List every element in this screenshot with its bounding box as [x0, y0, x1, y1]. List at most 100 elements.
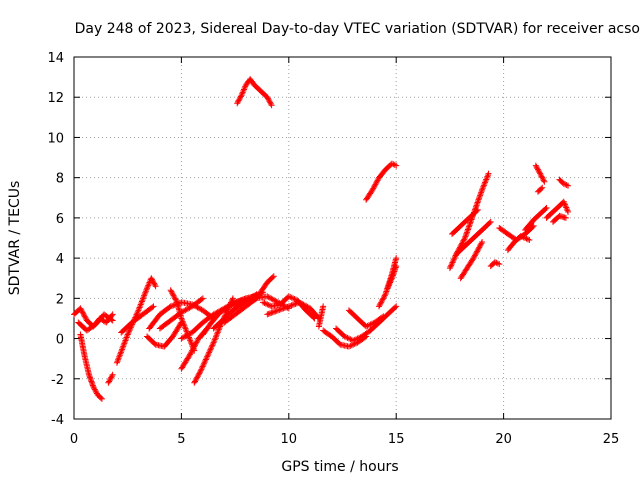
data-point: [149, 276, 156, 283]
data-point: [268, 102, 275, 109]
data-point: [105, 379, 112, 386]
data-point: [197, 369, 204, 376]
data-point: [237, 94, 244, 101]
data-point: [539, 174, 546, 181]
data-point: [477, 192, 484, 199]
data-point: [139, 297, 146, 304]
data-point: [388, 160, 395, 167]
y-tick-label: 2: [56, 292, 64, 307]
y-tick-label: 0: [56, 333, 64, 348]
data-point: [539, 184, 546, 191]
data-point: [533, 163, 540, 170]
y-tick-label: 8: [56, 172, 64, 187]
data-point: [246, 297, 253, 304]
series-arc-40: [550, 212, 569, 225]
data-point: [136, 305, 143, 312]
data-point: [563, 204, 570, 211]
data-point: [376, 302, 383, 309]
data-point: [225, 303, 232, 310]
data-point: [270, 273, 277, 280]
data-point: [124, 331, 131, 338]
data-point: [137, 301, 144, 308]
data-point: [276, 306, 283, 313]
data-point: [123, 335, 130, 342]
data-point: [543, 204, 550, 211]
data-point: [229, 296, 236, 303]
data-point: [199, 364, 206, 371]
data-point: [478, 240, 485, 247]
data-point: [476, 193, 483, 200]
data-point: [238, 92, 245, 99]
data-point: [466, 220, 473, 227]
data-point: [234, 98, 241, 105]
data-point: [465, 223, 472, 230]
data-point: [524, 236, 531, 243]
data-point: [540, 177, 547, 184]
data-point: [477, 190, 484, 197]
data-point: [480, 183, 487, 190]
data-point: [261, 300, 268, 307]
data-point: [117, 349, 124, 356]
data-point: [265, 310, 272, 317]
data-point: [355, 334, 362, 341]
data-point: [378, 298, 385, 305]
data-point: [137, 302, 144, 309]
data-point: [117, 350, 124, 357]
data-point: [473, 203, 480, 210]
data-point: [213, 332, 220, 339]
data-point: [169, 291, 176, 298]
data-point: [245, 298, 252, 305]
data-point: [81, 313, 88, 320]
data-point: [186, 351, 193, 358]
data-point: [109, 371, 116, 378]
data-point: [183, 327, 190, 334]
data-point: [392, 304, 399, 311]
chart-title: Day 248 of 2023, Sidereal Day-to-day VTE…: [75, 21, 640, 37]
data-point: [120, 343, 127, 350]
data-point: [169, 289, 176, 296]
data-point: [198, 366, 205, 373]
data-points: [71, 76, 572, 402]
plot-frame: [73, 56, 612, 420]
data-point: [479, 186, 486, 193]
data-point: [376, 303, 383, 310]
data-point: [285, 303, 292, 310]
data-point: [189, 346, 196, 353]
data-point: [98, 395, 105, 402]
data-point: [345, 335, 352, 342]
data-point: [563, 205, 570, 212]
data-point: [215, 327, 222, 334]
axis-ticks: 0 5 10 15 20 25 -4 -2 0 2 4 6 8 10 12 14: [47, 51, 619, 447]
data-point: [561, 200, 568, 207]
data-point: [479, 239, 486, 246]
data-point: [106, 378, 113, 385]
data-point: [166, 304, 173, 311]
data-point: [287, 293, 294, 300]
data-point: [379, 296, 386, 303]
x-tick-label: 0: [70, 432, 78, 447]
data-point: [109, 311, 116, 318]
x-axis-label: GPS time / hours: [281, 459, 398, 475]
data-point: [522, 235, 529, 241]
data-point: [560, 180, 567, 187]
data-point: [192, 377, 199, 384]
data-point: [483, 175, 490, 182]
data-point: [170, 292, 177, 299]
data-point: [180, 319, 187, 326]
data-point: [199, 295, 206, 302]
data-point: [252, 295, 259, 302]
data-point: [181, 322, 188, 329]
data-point: [115, 355, 122, 362]
data-point: [249, 296, 256, 303]
data-point: [262, 300, 269, 307]
data-point: [291, 296, 298, 303]
data-point: [446, 265, 453, 272]
data-point: [285, 293, 292, 300]
data-point: [344, 334, 351, 341]
data-point: [474, 248, 481, 255]
data-point: [476, 244, 483, 251]
series-arc-36: [532, 162, 548, 185]
data-point: [386, 280, 393, 287]
data-point: [234, 100, 241, 107]
data-point: [236, 96, 243, 103]
